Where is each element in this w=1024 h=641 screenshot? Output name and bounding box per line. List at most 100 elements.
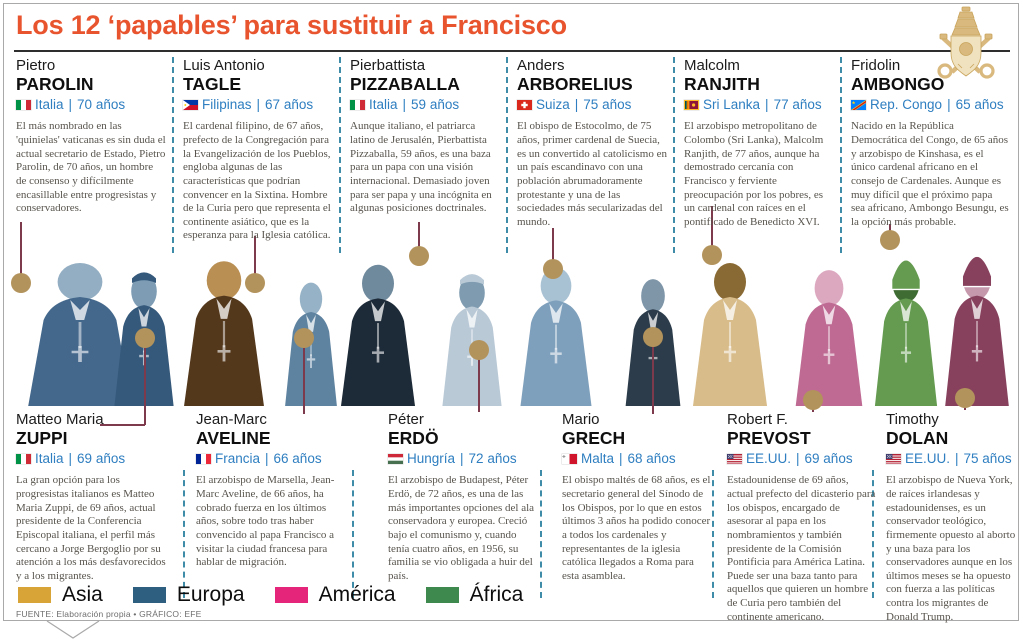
country-name: Suiza [536, 97, 570, 113]
cardinal-description: Estadounidense de 69 años, actual prefec… [727, 474, 876, 623]
cardinal-age: 68 años [627, 451, 676, 467]
infographic-border [3, 3, 1019, 621]
cardinal-description: El más nombrado en las 'quinielas' vatic… [16, 120, 166, 215]
legend-label: América [318, 583, 396, 606]
connector-line [418, 222, 420, 256]
cardinal-last-name: GRECH [562, 427, 626, 448]
profile-arborelius: Anders ARBORELIUS Suiza | 75 años El obi… [517, 57, 669, 229]
cardinal-country-line: Suiza | 75 años [517, 97, 669, 112]
photo-dolan [934, 244, 1020, 406]
flag-italy-icon [350, 99, 365, 110]
column-separator [840, 57, 842, 253]
country-age-separator: | [265, 451, 269, 467]
profile-parolin: Pietro PAROLIN Italia | 70 años El más n… [16, 57, 166, 216]
cardinal-first-name: Timothy [886, 411, 939, 428]
cardinal-description: El obispo maltés de 68 años, es el secre… [562, 474, 711, 582]
legend-item-europa: Europa [132, 583, 245, 607]
cardinal-description: La gran opción para los progresistas ita… [16, 474, 166, 582]
flag-drcongo-icon [851, 99, 866, 113]
connector-line [652, 337, 654, 414]
legend-swatch [425, 587, 459, 603]
flag-usa-icon [727, 453, 742, 464]
papal-crest-icon [934, 6, 998, 84]
legend-item-amrica: América [274, 583, 396, 607]
connector-line-horizontal [100, 424, 145, 426]
column-separator [673, 57, 675, 253]
cardinal-first-name: Anders [517, 57, 565, 74]
connector-dot [803, 390, 823, 410]
cardinal-age: 69 años [804, 451, 853, 467]
country-age-separator: | [256, 97, 261, 113]
connector-line [20, 222, 22, 283]
legend-label: África [469, 583, 524, 606]
country-name: EE.UU. [905, 451, 951, 467]
country-name: Hungría [407, 451, 456, 467]
connector-line [711, 206, 713, 255]
country-name: Italia [35, 97, 64, 113]
country-age-separator: | [619, 451, 623, 467]
cardinal-first-name: Matteo Maria [16, 411, 104, 428]
photo-pizzaballa [328, 248, 428, 406]
country-name: Francia [215, 451, 261, 467]
legend-item-frica: África [425, 583, 524, 607]
cardinal-last-name: PAROLIN [16, 73, 94, 94]
cardinal-last-name: TAGLE [183, 73, 242, 94]
country-age-separator: | [765, 97, 769, 113]
legend-swatch [18, 587, 51, 603]
profile-aveline: Jean-Marc AVELINE Francia | 66 años El a… [196, 411, 348, 570]
continent-legend: Asia Europa América África [18, 583, 553, 607]
cardinal-first-name: Luis Antonio [183, 57, 265, 74]
profile-prevost: Robert F. PREVOST EE.UU. | 69 años Estad… [727, 411, 877, 624]
cardinal-description: El arzobispo de Budapest, Péter Erdö, de… [388, 474, 535, 582]
page-title: Los 12 ‘papables’ para sustituir a Franc… [16, 10, 567, 40]
cardinal-country-line: Sri Lanka | 77 años [684, 97, 836, 112]
cardinal-age: 75 años [963, 451, 1012, 467]
flag-hungary-icon [388, 453, 403, 464]
cardinal-description: El arzobispo metropolitano de Colombo (S… [684, 120, 824, 228]
column-separator [872, 470, 874, 598]
photo-ranjith [680, 246, 780, 406]
profile-erd: Péter ERDÖ Hungría | 72 años El arzobisp… [388, 411, 538, 583]
column-separator [172, 57, 174, 253]
cardinal-first-name: Jean-Marc [196, 411, 267, 428]
legend-label: Asia [62, 583, 103, 606]
connector-dot [543, 259, 563, 279]
cardinal-country-line: Filipinas | 67 años [183, 97, 333, 112]
photo-prevost [784, 254, 874, 406]
country-age-separator: | [947, 97, 951, 113]
legend-item-asia: Asia [18, 583, 103, 607]
column-separator [352, 470, 354, 598]
cardinal-age: 70 años [77, 97, 126, 113]
cardinal-age: 75 años [583, 97, 632, 113]
cardinal-age: 72 años [468, 451, 517, 467]
legend-label: Europa [176, 583, 245, 606]
profile-ranjith: Malcolm RANJITH Sri Lanka | 77 años El a… [684, 57, 836, 229]
connector-line [254, 236, 256, 283]
country-age-separator: | [955, 451, 959, 467]
country-name: Filipinas [202, 97, 252, 113]
cardinal-first-name: Malcolm [684, 57, 740, 74]
cardinal-last-name: AVELINE [196, 427, 271, 448]
cardinal-country-line: Francia | 66 años [196, 451, 348, 466]
cardinal-country-line: Italia | 59 años [350, 97, 500, 112]
country-age-separator: | [574, 97, 579, 113]
profile-tagle: Luis Antonio TAGLE Filipinas | 67 años E… [183, 57, 333, 243]
connector-dot [880, 230, 900, 250]
connector-dot [955, 388, 975, 408]
cardinal-age: 59 años [411, 97, 460, 113]
profile-pizzaballa: Pierbattista PIZZABALLA Italia | 59 años… [350, 57, 500, 216]
flag-italy-icon [16, 99, 31, 110]
cardinal-country-line: EE.UU. | 69 años [727, 451, 877, 466]
country-age-separator: | [402, 97, 407, 113]
cardinal-first-name: Mario [562, 411, 600, 428]
column-separator [712, 470, 714, 598]
connector-dot [11, 273, 31, 293]
connector-line [303, 338, 305, 414]
country-name: Rep. Congo [870, 97, 943, 113]
cardinal-age: 77 años [773, 97, 822, 113]
cardinal-last-name: AMBONGO [851, 73, 945, 94]
legend-swatch [274, 587, 308, 603]
country-name: Sri Lanka [703, 97, 761, 113]
legend-swatch [132, 587, 166, 603]
cardinal-country-line: Italia | 69 años [16, 451, 171, 466]
